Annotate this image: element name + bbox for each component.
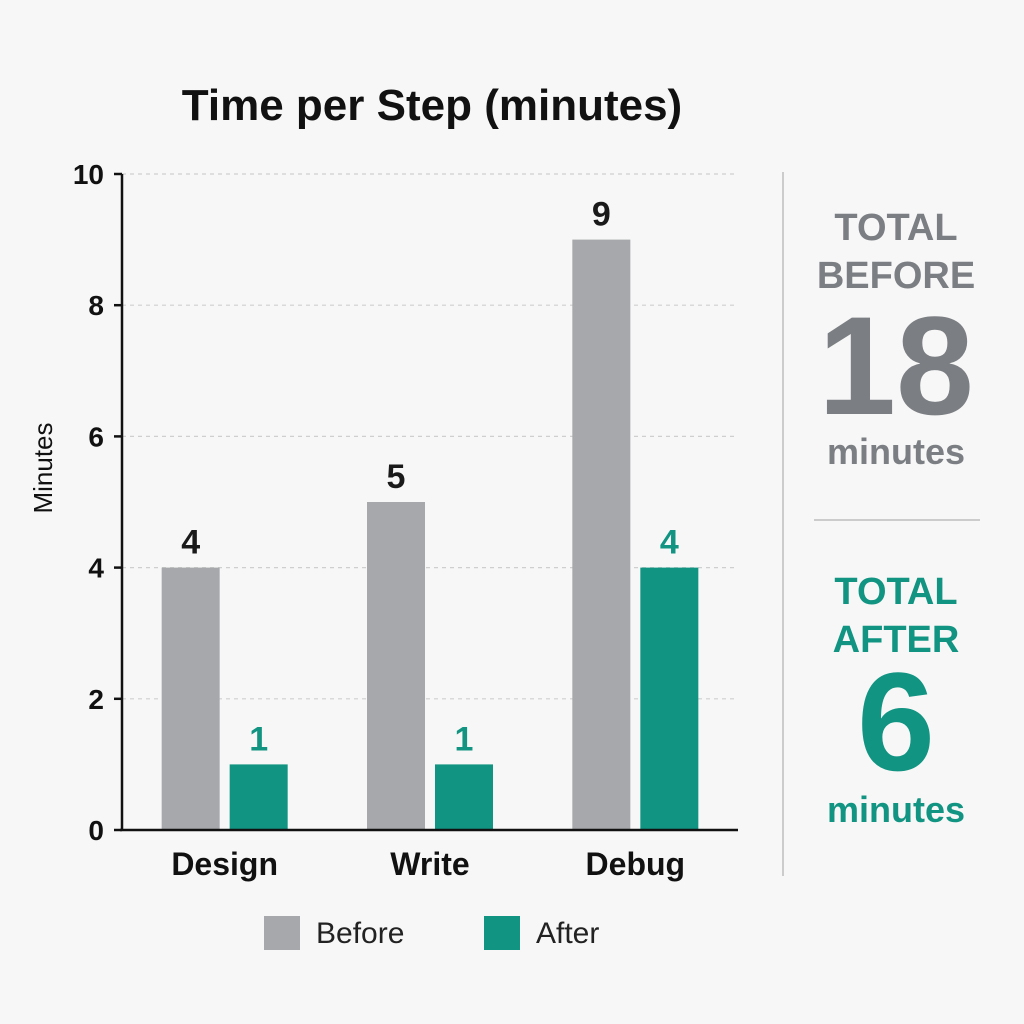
bar-write-before <box>367 502 425 830</box>
x-category-design: Design <box>171 846 278 882</box>
total-after-panel: TOTAL AFTER 6 minutes <box>827 571 965 830</box>
y-axis-ticks: 0 2 4 6 8 10 <box>73 159 122 846</box>
data-label-design-after: 1 <box>249 720 268 758</box>
bars <box>161 239 699 831</box>
bar-write-after <box>435 764 493 830</box>
data-labels: 4 1 5 1 9 4 <box>181 196 679 759</box>
bar-design-before <box>161 567 220 830</box>
total-after-line2: AFTER <box>833 619 960 661</box>
chart-title: Time per Step (minutes) <box>182 81 682 130</box>
gridlines <box>122 173 738 700</box>
legend-label-before: Before <box>316 917 404 950</box>
y-tick-label-6: 6 <box>88 421 104 452</box>
bar-design-after <box>229 764 288 830</box>
x-axis-categories: Design Write Debug <box>171 846 685 882</box>
total-after-line1: TOTAL <box>834 571 957 613</box>
legend-swatch-before <box>264 916 300 950</box>
data-label-write-after: 1 <box>455 720 474 758</box>
legend: Before After <box>264 916 599 950</box>
total-after-value: 6 <box>857 643 935 800</box>
bar-debug-before <box>572 239 631 831</box>
legend-label-after: After <box>536 917 599 950</box>
bar-debug-after <box>640 567 699 830</box>
y-tick-label-10: 10 <box>73 159 104 190</box>
y-tick-label-2: 2 <box>88 684 104 715</box>
total-before-line1: TOTAL <box>834 207 957 249</box>
data-label-write-before: 5 <box>387 458 406 496</box>
data-label-debug-after: 4 <box>660 524 679 562</box>
legend-swatch-after <box>484 916 520 950</box>
x-category-write: Write <box>390 846 469 882</box>
total-before-unit: minutes <box>827 431 965 472</box>
y-tick-label-0: 0 <box>88 815 104 846</box>
total-before-line2: BEFORE <box>817 255 975 297</box>
total-before-value: 18 <box>818 287 974 444</box>
total-after-unit: minutes <box>827 789 965 830</box>
y-tick-label-8: 8 <box>88 290 104 321</box>
x-category-debug: Debug <box>586 846 686 882</box>
y-axis-label: Minutes <box>28 422 58 513</box>
total-before-panel: TOTAL BEFORE 18 minutes <box>817 207 975 472</box>
data-label-design-before: 4 <box>181 524 200 562</box>
y-tick-label-4: 4 <box>88 553 104 584</box>
data-label-debug-before: 9 <box>592 196 611 234</box>
